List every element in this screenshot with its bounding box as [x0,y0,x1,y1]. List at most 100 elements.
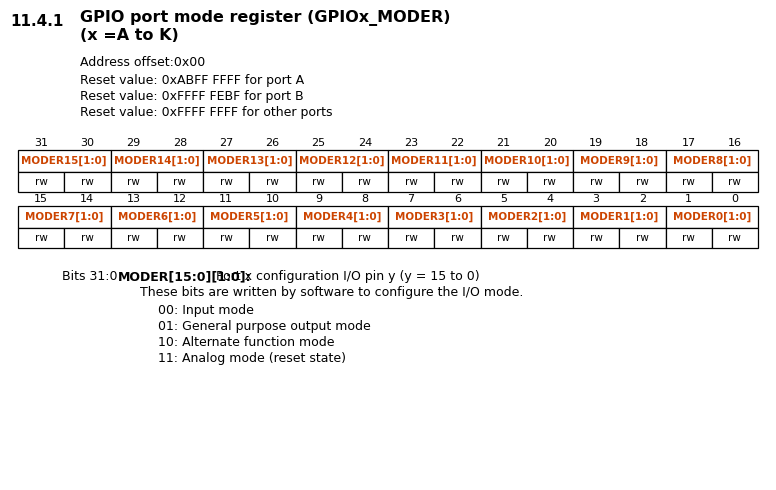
Text: MODER0[1:0]: MODER0[1:0] [673,212,751,222]
Bar [296,228,341,248]
Bar [203,172,249,192]
Text: MODER9[1:0]: MODER9[1:0] [580,156,658,166]
Text: rw: rw [312,233,325,243]
Bar [249,228,296,248]
Bar [388,150,480,172]
Bar [527,228,573,248]
Text: 19: 19 [589,138,603,148]
Text: 10: Alternate function mode: 10: Alternate function mode [158,336,334,349]
Text: 24: 24 [358,138,372,148]
Bar [341,172,388,192]
Bar [18,206,110,228]
Text: rw: rw [127,233,140,243]
Bar [18,228,64,248]
Text: rw: rw [174,233,186,243]
Text: rw: rw [220,177,233,187]
Bar [64,172,110,192]
Bar [110,228,157,248]
Text: MODER4[1:0]: MODER4[1:0] [303,212,381,222]
Text: Reset value: 0xFFFF FFFF for other ports: Reset value: 0xFFFF FFFF for other ports [80,106,332,119]
Bar [388,206,480,228]
Bar [480,206,573,228]
Text: Reset value: 0xABFF FFFF for port A: Reset value: 0xABFF FFFF for port A [80,74,304,87]
Text: rw: rw [451,233,464,243]
Text: rw: rw [451,177,464,187]
Bar [296,150,388,172]
Bar [666,172,712,192]
Text: rw: rw [359,177,371,187]
Text: 9: 9 [315,194,322,204]
Text: 12: 12 [173,194,187,204]
Text: 4: 4 [546,194,553,204]
Bar [666,206,758,228]
Text: MODER5[1:0]: MODER5[1:0] [210,212,289,222]
Text: MODER15[1:0]: MODER15[1:0] [22,156,107,166]
Text: (x =A to K): (x =A to K) [80,28,178,43]
Bar [619,228,666,248]
Text: 14: 14 [80,194,95,204]
Text: Reset value: 0xFFFF FEBF for port B: Reset value: 0xFFFF FEBF for port B [80,90,303,103]
Text: 27: 27 [219,138,234,148]
Text: rw: rw [497,233,510,243]
Bar [18,150,110,172]
Text: 21: 21 [497,138,511,148]
Text: rw: rw [636,233,649,243]
Text: rw: rw [81,233,94,243]
Text: 17: 17 [681,138,696,148]
Bar [388,228,435,248]
Text: 7: 7 [407,194,414,204]
Text: 11: Analog mode (reset state): 11: Analog mode (reset state) [158,352,346,365]
Text: 11.4.1: 11.4.1 [10,14,64,29]
Text: Bits 31:0: Bits 31:0 [62,270,117,283]
Text: GPIO port mode register (GPIOx_MODER): GPIO port mode register (GPIOx_MODER) [80,10,451,26]
Text: 8: 8 [362,194,369,204]
Text: 22: 22 [450,138,465,148]
Text: rw: rw [590,233,602,243]
Text: rw: rw [174,177,186,187]
Text: MODER1[1:0]: MODER1[1:0] [580,212,658,222]
Text: 15: 15 [34,194,48,204]
Text: rw: rw [543,233,556,243]
Text: 16: 16 [728,138,742,148]
Bar [480,228,527,248]
Text: 1: 1 [685,194,692,204]
Text: MODER[15:0][1:0]:: MODER[15:0][1:0]: [118,270,251,283]
Text: 13: 13 [126,194,140,204]
Bar [110,172,157,192]
Text: rw: rw [636,177,649,187]
Text: 3: 3 [593,194,600,204]
Bar [573,206,666,228]
Text: 18: 18 [636,138,650,148]
Bar [573,228,619,248]
Bar [712,228,758,248]
Text: MODER10[1:0]: MODER10[1:0] [484,156,570,166]
Text: 23: 23 [404,138,418,148]
Bar [157,228,203,248]
Text: 5: 5 [500,194,508,204]
Text: 00: Input mode: 00: Input mode [158,304,254,317]
Text: MODER2[1:0]: MODER2[1:0] [487,212,566,222]
Text: rw: rw [497,177,510,187]
Text: 11: 11 [219,194,233,204]
Bar [527,172,573,192]
Text: 2: 2 [639,194,646,204]
Text: rw: rw [312,177,325,187]
Bar [110,150,203,172]
Text: rw: rw [266,233,279,243]
Bar [480,150,573,172]
Text: 20: 20 [543,138,557,148]
Bar [296,172,341,192]
Text: 26: 26 [265,138,279,148]
Text: rw: rw [359,233,371,243]
Bar [480,172,527,192]
Text: 31: 31 [34,138,48,148]
Text: MODER8[1:0]: MODER8[1:0] [673,156,751,166]
Text: 30: 30 [81,138,95,148]
Text: rw: rw [405,177,417,187]
Bar [666,228,712,248]
Text: rw: rw [590,177,602,187]
Text: Address offset:0x00: Address offset:0x00 [80,56,205,69]
Text: rw: rw [81,177,94,187]
Text: rw: rw [682,177,695,187]
Bar [388,172,435,192]
